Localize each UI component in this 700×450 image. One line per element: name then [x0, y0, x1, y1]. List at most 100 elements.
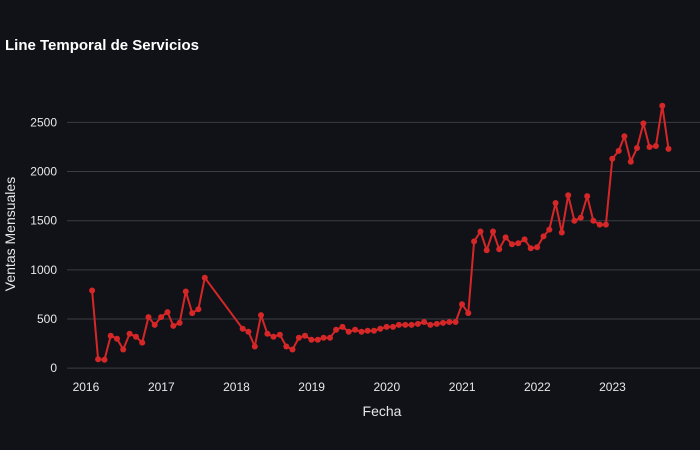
data-point — [565, 192, 572, 199]
data-point — [182, 288, 189, 295]
data-point — [646, 144, 653, 150]
data-point — [364, 327, 371, 334]
y-tick-label: 500 — [37, 312, 57, 326]
data-point — [320, 334, 327, 341]
x-tick-label: 2017 — [148, 380, 175, 394]
data-point — [270, 333, 277, 340]
data-point — [440, 319, 446, 326]
data-point — [502, 234, 509, 241]
data-point — [352, 326, 359, 333]
data-point — [609, 155, 616, 162]
data-point — [427, 321, 434, 328]
y-tick-label: 2000 — [30, 165, 57, 179]
data-point — [433, 320, 440, 327]
data-point — [264, 330, 271, 337]
data-point — [377, 325, 384, 332]
data-point — [289, 346, 296, 353]
data-point — [515, 240, 522, 247]
data-point — [584, 193, 591, 200]
data-point — [164, 309, 171, 316]
data-point — [101, 356, 108, 363]
y-axis-ticks: 0 500 1000 1500 2000 2500 — [30, 115, 57, 375]
data-point — [414, 320, 421, 327]
y-tick-label: 0 — [50, 361, 57, 375]
x-tick-label: 2020 — [373, 380, 400, 394]
data-point — [176, 319, 183, 326]
data-point — [402, 321, 409, 328]
grid-lines — [67, 121, 700, 369]
data-point — [483, 247, 490, 254]
data-point — [145, 314, 152, 321]
data-point — [634, 145, 640, 151]
data-point — [308, 336, 315, 343]
data-point — [540, 233, 547, 240]
data-point — [276, 331, 283, 338]
data-point — [571, 217, 578, 224]
data-point — [333, 326, 340, 333]
data-point — [459, 301, 465, 308]
data-point — [652, 143, 659, 149]
data-point — [245, 328, 252, 335]
x-tick-label: 2018 — [223, 380, 250, 394]
data-point — [496, 246, 503, 253]
data-point — [577, 214, 584, 221]
data-point — [521, 236, 528, 243]
data-point — [371, 327, 377, 334]
data-point — [471, 238, 478, 245]
y-tick-label: 1000 — [30, 263, 57, 277]
data-point — [558, 229, 565, 236]
data-point — [602, 221, 609, 228]
data-point — [258, 312, 264, 319]
x-tick-label: 2023 — [599, 380, 626, 394]
data-point — [596, 221, 603, 228]
x-axis-label: Fecha — [363, 403, 402, 419]
x-tick-label: 2022 — [524, 380, 551, 394]
data-point — [170, 322, 177, 329]
data-point — [490, 228, 496, 235]
data-point — [546, 226, 553, 233]
series-line — [91, 104, 670, 361]
data-point — [446, 319, 453, 325]
data-point — [627, 158, 634, 165]
data-point — [89, 287, 96, 294]
data-point — [283, 343, 290, 350]
data-point — [201, 274, 208, 281]
data-point — [421, 319, 428, 325]
data-point — [189, 310, 196, 317]
data-point — [452, 319, 459, 325]
data-point — [640, 120, 647, 127]
data-point — [295, 334, 302, 341]
data-point — [151, 321, 158, 328]
data-point — [465, 310, 472, 317]
x-tick-label: 2019 — [298, 380, 325, 394]
data-point — [158, 314, 165, 321]
data-point — [527, 245, 534, 252]
data-point — [659, 102, 666, 109]
data-point — [534, 244, 541, 251]
chart-title: Line Temporal de Servicios — [5, 37, 199, 54]
x-axis-ticks: 2016 2017 2018 2019 2020 2021 2022 2023 — [73, 380, 627, 394]
data-point — [107, 332, 114, 339]
series-group — [89, 102, 672, 363]
data-point — [339, 323, 346, 330]
data-point — [126, 330, 133, 337]
data-point — [302, 332, 308, 339]
data-point — [251, 343, 258, 350]
data-point — [390, 323, 396, 330]
data-point — [195, 306, 202, 313]
data-point — [590, 217, 597, 224]
data-point — [615, 147, 622, 154]
x-tick-label: 2021 — [449, 380, 476, 394]
data-point — [383, 323, 390, 330]
data-point — [408, 321, 415, 328]
x-tick-label: 2016 — [73, 380, 100, 394]
data-point — [552, 200, 559, 206]
data-point — [120, 346, 127, 353]
data-point — [621, 133, 628, 140]
data-point — [477, 228, 484, 235]
y-axis-label: Ventas Mensuales — [2, 177, 18, 291]
data-point — [95, 356, 102, 363]
data-point — [239, 325, 246, 332]
